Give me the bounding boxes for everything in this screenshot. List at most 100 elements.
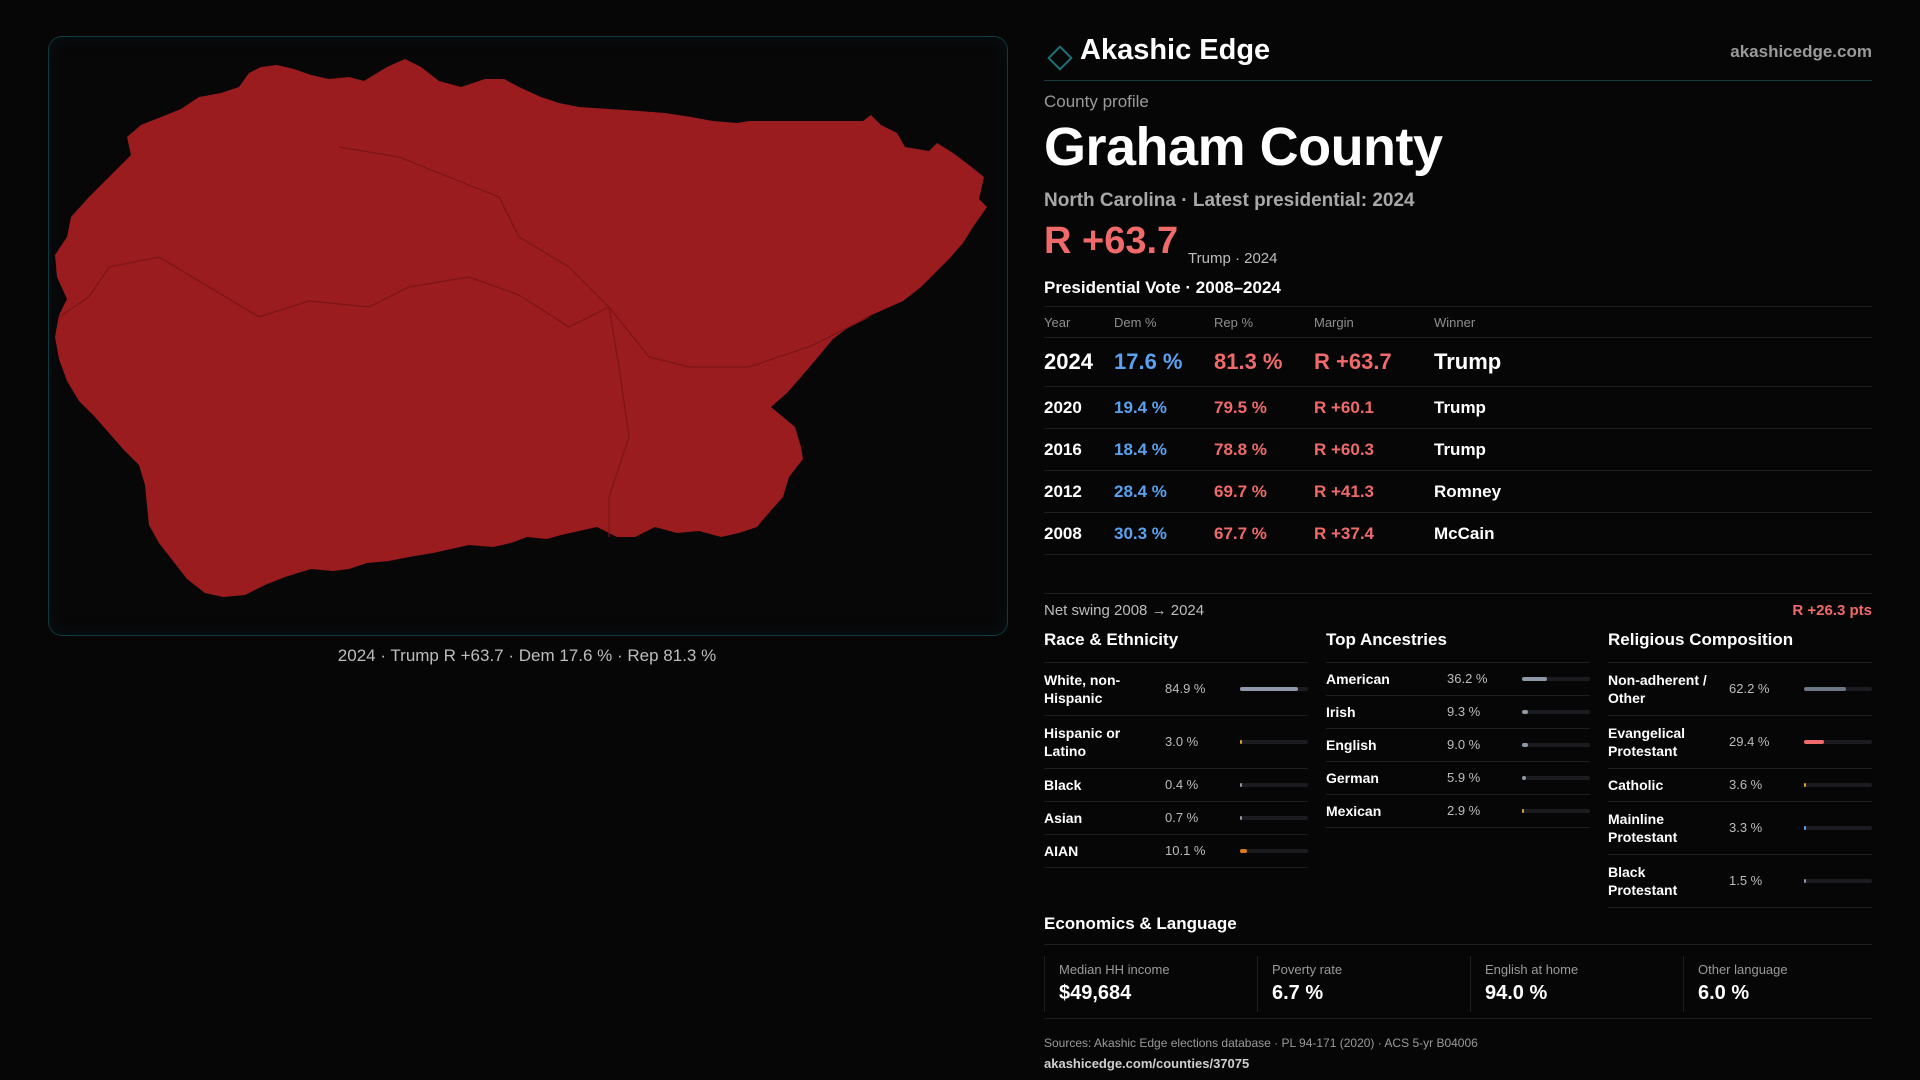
row-dem: 18.4 % — [1114, 440, 1167, 459]
county-map-panel[interactable] — [48, 36, 1008, 636]
item-label: White, non-Hispanic — [1044, 672, 1121, 706]
list-item: White, non-Hispanic 84.9 % — [1044, 663, 1308, 716]
item-bar-fill — [1240, 816, 1242, 820]
page-url-link[interactable]: akashicedge.com/counties/37075 — [1044, 1056, 1250, 1071]
county-subline: North Carolina · Latest presidential: 20… — [1044, 190, 1415, 211]
section-title: Religious Composition — [1608, 630, 1872, 663]
list-item: Black 0.4 % — [1044, 769, 1308, 802]
table-row: 2024 17.6 % 81.3 % R +63.7 Trump — [1044, 338, 1872, 387]
item-pct: 3.3 % — [1729, 820, 1763, 835]
item-bar — [1522, 809, 1590, 813]
row-year: 2020 — [1044, 398, 1082, 417]
table-row: 2016 18.4 % 78.8 % R +60.3 Trump — [1044, 429, 1872, 471]
item-bar-fill — [1240, 740, 1243, 744]
item-bar-fill — [1522, 710, 1529, 714]
item-bar-fill — [1804, 687, 1847, 691]
list-item: Asian 0.7 % — [1044, 802, 1308, 835]
item-bar — [1804, 783, 1872, 787]
swing-divider — [1044, 593, 1872, 594]
county-shape[interactable] — [55, 59, 987, 597]
religion-section: Religious Composition Non-adherent / Oth… — [1608, 630, 1872, 908]
item-pct: 84.9 % — [1165, 681, 1206, 696]
econ-label: Median HH income — [1059, 962, 1170, 977]
header-winner: Winner — [1434, 315, 1476, 330]
row-dem: 17.6 % — [1114, 349, 1183, 374]
item-bar — [1804, 740, 1872, 744]
item-bar-fill — [1522, 776, 1526, 780]
item-bar — [1240, 687, 1308, 691]
item-bar — [1804, 687, 1872, 691]
item-label: Irish — [1326, 704, 1356, 720]
header-dem: Dem % — [1114, 315, 1157, 330]
brand-name[interactable]: Akashic Edge — [1080, 34, 1271, 66]
item-label: Mainline Protestant — [1608, 811, 1678, 845]
vote-table-title: Presidential Vote · 2008–2024 — [1044, 278, 1281, 297]
headline-note: Trump · 2024 — [1188, 250, 1278, 267]
econ-card-income: Median HH income $49,684 — [1044, 956, 1241, 1012]
item-bar-fill — [1522, 677, 1547, 681]
econ-label: Other language — [1698, 962, 1788, 977]
table-row: 2012 28.4 % 69.7 % R +41.3 Romney — [1044, 471, 1872, 513]
item-label: AIAN — [1044, 843, 1079, 859]
row-year: 2016 — [1044, 440, 1082, 459]
econ-label: Poverty rate — [1272, 962, 1343, 977]
econ-label: English at home — [1485, 962, 1579, 977]
brand-header: Akashic Edge akashicedge.com — [1044, 30, 1872, 81]
econ-card-poverty: Poverty rate 6.7 % — [1257, 956, 1454, 1012]
item-label: Evangelical Protestant — [1608, 725, 1686, 759]
item-pct: 0.4 % — [1165, 777, 1199, 792]
item-bar-fill — [1522, 809, 1524, 813]
row-year: 2008 — [1044, 524, 1082, 543]
ancestries-section: Top Ancestries American 36.2 % Irish 9.3… — [1326, 630, 1590, 828]
list-item: English 9.0 % — [1326, 729, 1590, 762]
list-item: American 36.2 % — [1326, 663, 1590, 696]
list-item: Mexican 2.9 % — [1326, 795, 1590, 828]
econ-card-english: English at home 94.0 % — [1470, 956, 1667, 1012]
econ-value: $49,684 — [1059, 982, 1132, 1004]
item-pct: 9.3 % — [1447, 704, 1481, 719]
row-margin: R +37.4 — [1314, 524, 1375, 543]
vote-table: Year Dem % Rep % Margin Winner 2024 17.6… — [1044, 306, 1872, 555]
row-margin: R +60.3 — [1314, 440, 1375, 459]
row-rep: 81.3 % — [1214, 349, 1283, 374]
vote-table-header: Year Dem % Rep % Margin Winner — [1044, 307, 1872, 338]
list-item: Catholic 3.6 % — [1608, 769, 1872, 802]
econ-card-other-language: Other language 6.0 % — [1683, 956, 1880, 1012]
race-ethnicity-section: Race & Ethnicity White, non-Hispanic 84.… — [1044, 630, 1308, 868]
row-margin: R +63.7 — [1314, 349, 1392, 374]
county-map — [55, 59, 987, 597]
item-bar — [1804, 826, 1872, 830]
item-pct: 2.9 % — [1447, 803, 1481, 818]
section-title: Race & Ethnicity — [1044, 630, 1308, 663]
item-bar — [1240, 740, 1308, 744]
item-bar — [1240, 816, 1308, 820]
item-pct: 3.6 % — [1729, 777, 1763, 792]
row-rep: 78.8 % — [1214, 440, 1267, 459]
item-pct: 10.1 % — [1165, 843, 1206, 858]
row-winner: Trump — [1434, 349, 1502, 374]
item-label: Non-adherent / Other — [1608, 672, 1707, 706]
swing-label: Net swing 2008 → 2024 — [1044, 602, 1205, 619]
list-item: Evangelical Protestant 29.4 % — [1608, 716, 1872, 769]
item-bar-fill — [1240, 849, 1247, 853]
header-margin: Margin — [1314, 315, 1354, 330]
item-pct: 3.0 % — [1165, 734, 1199, 749]
row-year: 2024 — [1044, 349, 1093, 374]
list-item: Hispanic or Latino 3.0 % — [1044, 716, 1308, 769]
item-pct: 9.0 % — [1447, 737, 1481, 752]
profile-panel: Akashic Edge akashicedge.com County prof… — [1044, 30, 1872, 1071]
row-dem: 19.4 % — [1114, 398, 1167, 417]
economics-title: Economics & Language — [1044, 914, 1872, 945]
profile-kicker: County profile — [1044, 92, 1149, 111]
list-item: Black Protestant 1.5 % — [1608, 855, 1872, 908]
brand-url-link[interactable]: akashicedge.com — [1730, 42, 1872, 61]
subdivision-lines — [58, 146, 870, 537]
table-row: 2008 30.3 % 67.7 % R +37.4 McCain — [1044, 513, 1872, 555]
map-caption: 2024 · Trump R +63.7 · Dem 17.6 % · Rep … — [337, 646, 717, 665]
item-bar-fill — [1804, 740, 1824, 744]
item-pct: 1.5 % — [1729, 873, 1763, 888]
item-bar — [1240, 849, 1308, 853]
row-rep: 67.7 % — [1214, 524, 1267, 543]
item-label: Black Protestant — [1608, 864, 1678, 898]
list-item: German 5.9 % — [1326, 762, 1590, 795]
